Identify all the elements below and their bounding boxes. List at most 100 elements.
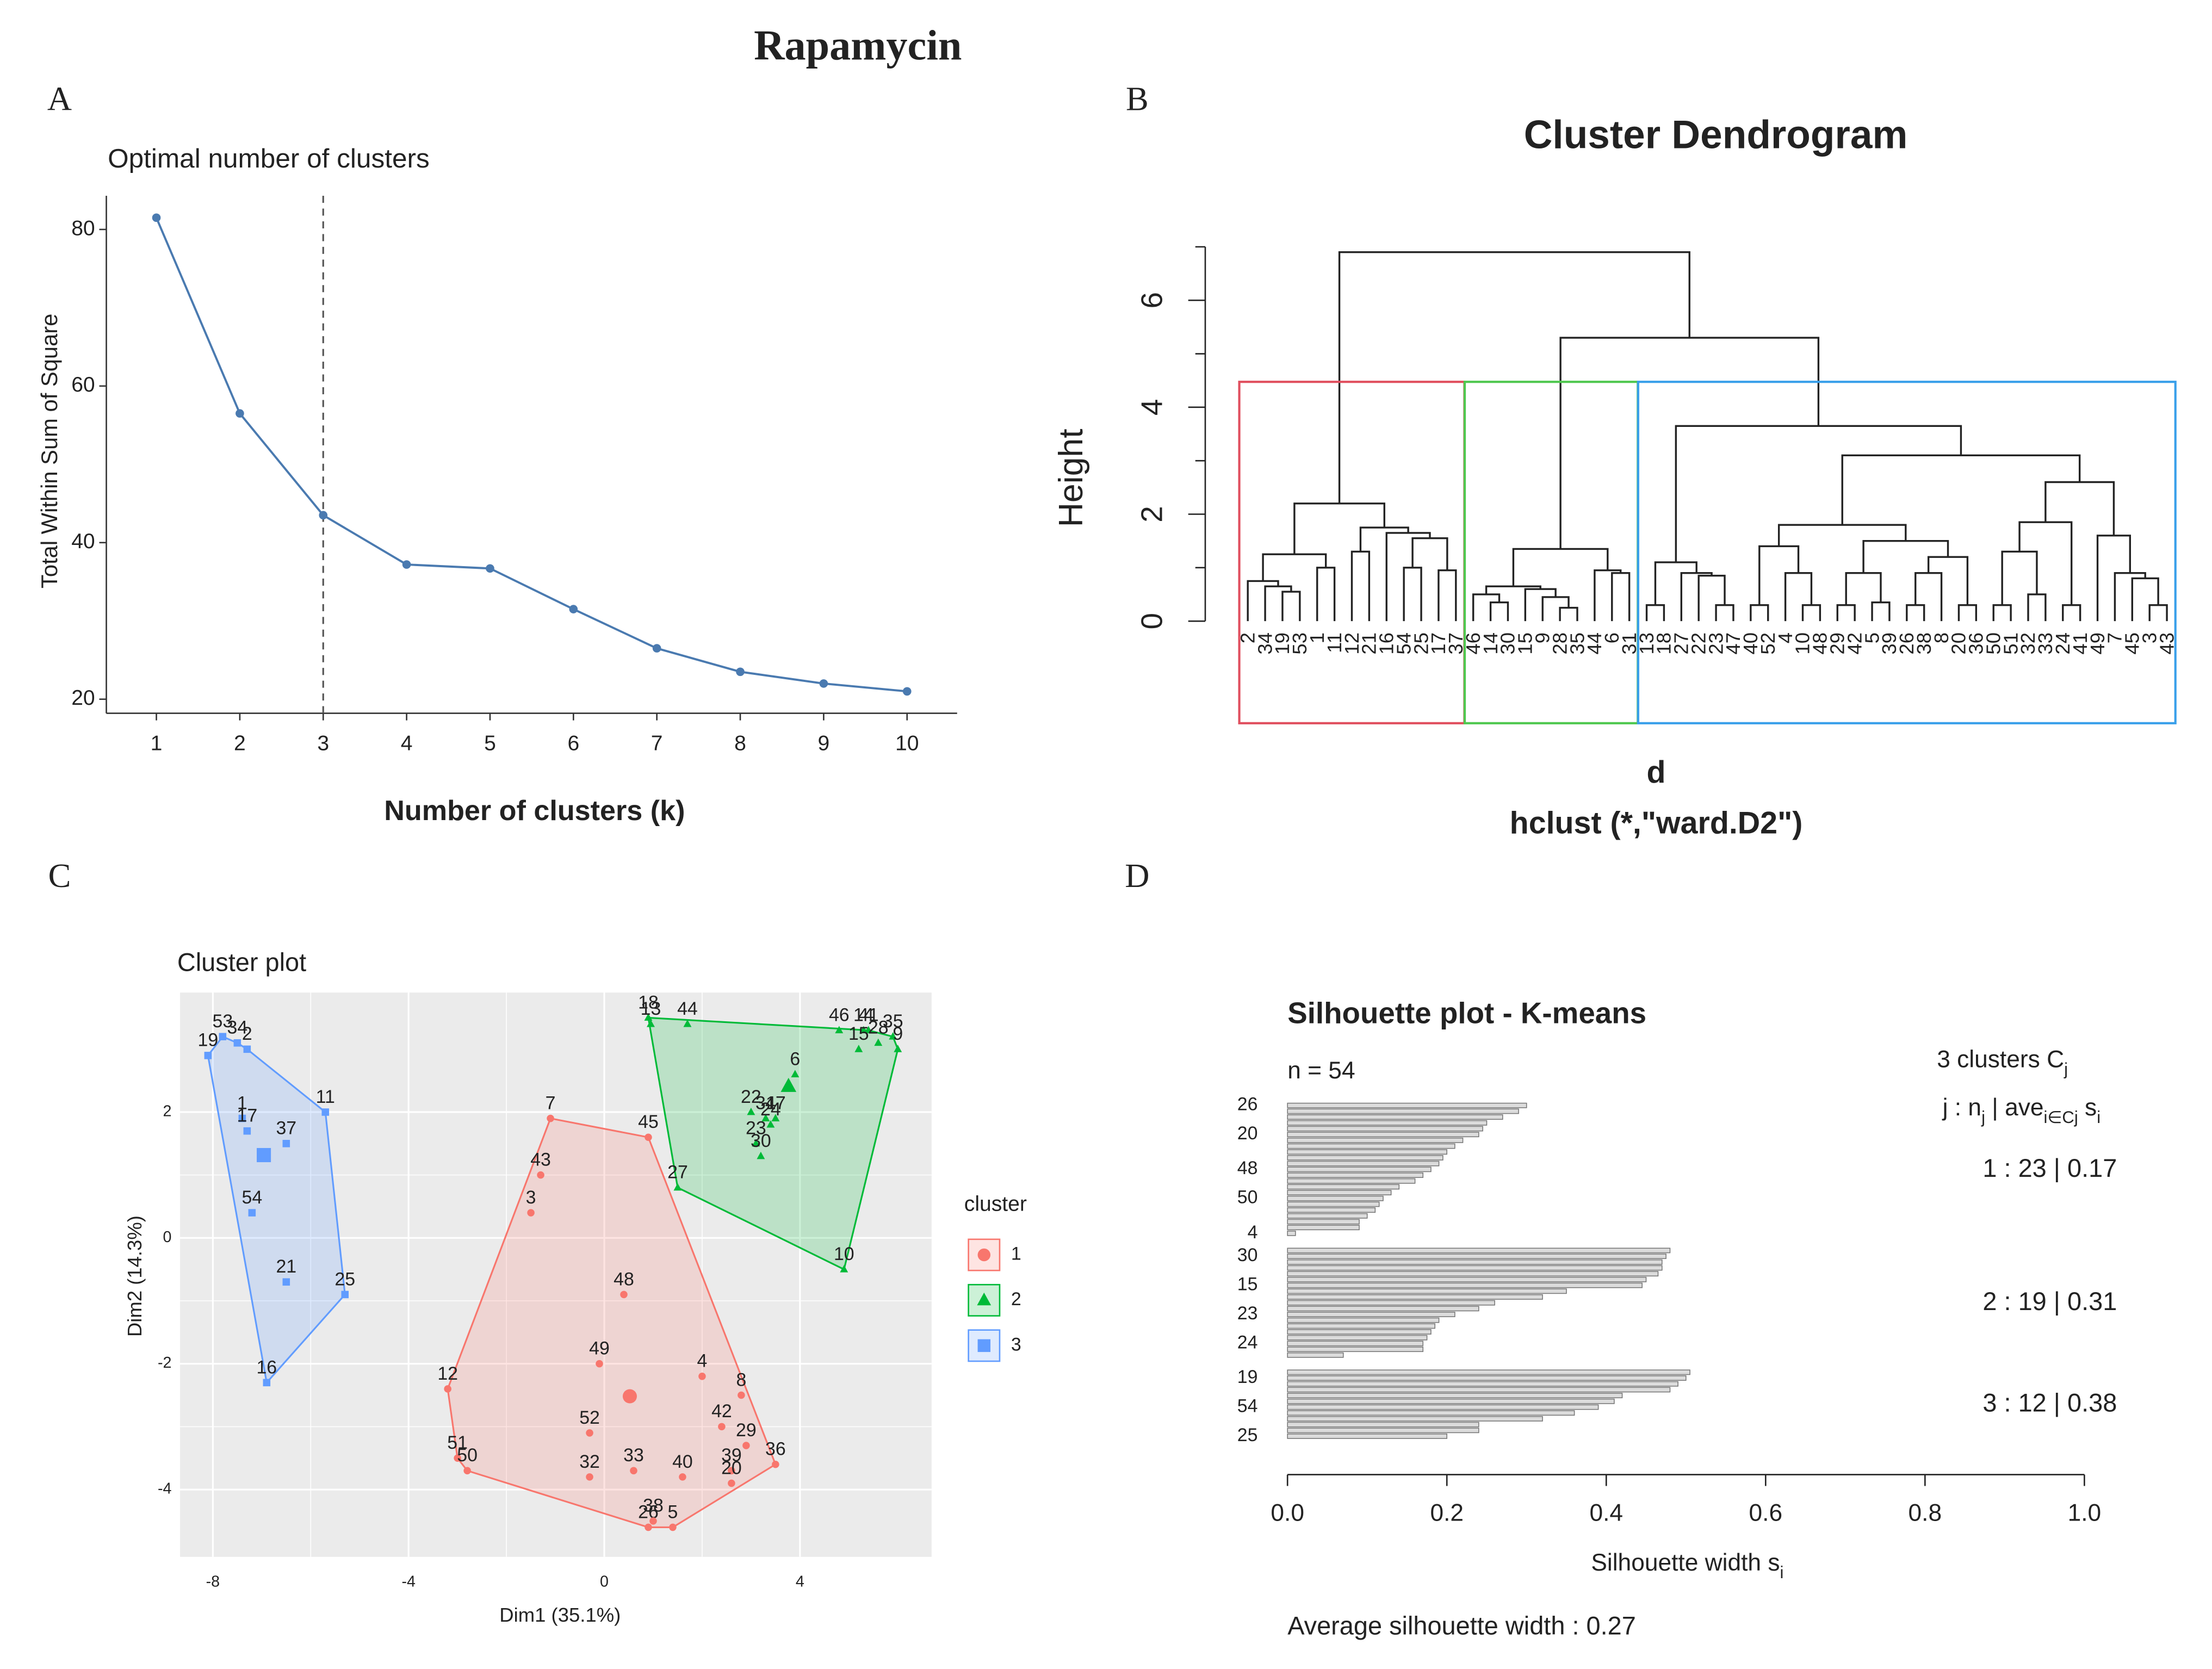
point-label: 44	[677, 998, 698, 1019]
point	[537, 1171, 544, 1179]
leaf-label: 12	[1341, 632, 1363, 655]
clusters-header-part: i	[2097, 1108, 2101, 1127]
x-tick-label: 10	[895, 731, 919, 755]
point	[569, 605, 578, 613]
merge	[2044, 481, 2115, 536]
merge	[1836, 604, 1856, 622]
bar	[1287, 1137, 1464, 1143]
point-label: 39	[721, 1445, 742, 1466]
leaf-label: 8	[1930, 632, 1953, 643]
point-label: 18	[638, 992, 659, 1013]
leaf-label: 21	[1358, 632, 1380, 655]
leaf-label: 44	[1583, 632, 1606, 655]
bar-label: 19	[1237, 1367, 1258, 1387]
y-tick-label: 0	[1135, 613, 1169, 629]
merge	[1914, 572, 1943, 622]
merge	[1680, 572, 1713, 622]
merge	[1489, 601, 1509, 622]
x-tick-label: 3	[317, 731, 329, 755]
leaf-label: 42	[1843, 632, 1866, 655]
merge	[1403, 567, 1422, 622]
y-tick-label: 4	[1135, 399, 1169, 415]
point-label: 34	[227, 1017, 248, 1038]
point	[679, 1473, 686, 1481]
clusters-header: 3 clusters Cj	[1937, 1046, 2068, 1078]
point	[902, 687, 912, 696]
leaf-label: 45	[2121, 632, 2143, 655]
merge	[1559, 606, 1578, 622]
point	[889, 1032, 897, 1040]
bar	[1287, 1341, 1424, 1347]
bar	[1287, 1207, 1376, 1213]
y-axis-title: Height	[1052, 429, 1090, 527]
merge	[1801, 604, 1821, 622]
point	[596, 1360, 603, 1368]
merge	[1485, 585, 1541, 594]
point-label: 52	[579, 1407, 600, 1428]
x-axis-title: d	[1647, 755, 1666, 790]
bar	[1287, 1265, 1663, 1271]
bar	[1287, 1126, 1483, 1132]
x-axis-title: Dim1 (35.1%)	[499, 1604, 621, 1626]
cluster-summary: 1 : 23 | 0.17	[1982, 1154, 2117, 1182]
chart-title: Silhouette plot - K-means	[1287, 996, 1646, 1029]
point-label: 1	[237, 1093, 247, 1113]
figure-title: Rapamycin	[754, 21, 962, 69]
point-label: 45	[638, 1112, 659, 1132]
point-label: 41	[858, 1004, 879, 1025]
point	[757, 1151, 765, 1159]
merge	[1777, 524, 1907, 547]
point-label: 12	[437, 1363, 458, 1384]
merge	[1541, 596, 1570, 622]
point-label: 49	[589, 1338, 610, 1359]
x-tick-label: 0.0	[1271, 1499, 1304, 1526]
point-label: 38	[643, 1496, 664, 1516]
panel-label: A	[47, 79, 72, 117]
bar	[1287, 1276, 1647, 1282]
point	[586, 1473, 593, 1481]
leaf-label: 41	[2069, 632, 2091, 655]
panel-label: D	[1125, 857, 1149, 895]
bar	[1287, 1155, 1443, 1161]
point-label: 30	[751, 1131, 771, 1151]
point	[728, 1479, 735, 1487]
x-axis-title: Number of clusters (k)	[384, 795, 685, 827]
leaf-label: 33	[2034, 632, 2056, 655]
x-tick-label: 2	[234, 731, 246, 755]
point-label: 4	[697, 1351, 708, 1372]
leaf-label: 53	[1288, 632, 1311, 655]
merge	[1845, 572, 1882, 605]
bar-label: 54	[1237, 1395, 1258, 1416]
bar	[1287, 1404, 1599, 1410]
bar	[1287, 1416, 1543, 1422]
leaf-label: 4	[1774, 632, 1796, 643]
merge	[1645, 604, 1665, 622]
leaf-label: 3	[2138, 632, 2160, 643]
n-label: n = 54	[1287, 1057, 1355, 1084]
legend-key	[968, 1329, 1001, 1362]
legend-label: 3	[1011, 1334, 1021, 1355]
point-label: 13	[641, 998, 661, 1019]
merge	[1654, 561, 1697, 605]
cluster-box	[1463, 381, 1639, 724]
leaf-label: 7	[2104, 632, 2126, 643]
merge	[1281, 591, 1301, 622]
clusters-header-part: s	[2078, 1094, 2097, 1121]
point	[233, 1039, 241, 1047]
leaf-label: 2	[1236, 632, 1259, 643]
leaf-label: 35	[1566, 632, 1588, 655]
point-label: 42	[711, 1401, 732, 1422]
leaf-label: 49	[2086, 632, 2109, 655]
leaf-label: 9	[1531, 632, 1553, 643]
point-label: 46	[829, 1004, 850, 1025]
point-label: 8	[736, 1369, 746, 1390]
clusters-header: j : nj | avei∈Cj si	[1942, 1094, 2101, 1127]
bar-label: 50	[1237, 1187, 1258, 1208]
point	[321, 1108, 330, 1116]
merge	[1841, 454, 2081, 525]
bar	[1287, 1317, 1440, 1323]
y-axis-title: Dim2 (14.3%)	[123, 1215, 146, 1337]
bar	[1287, 1201, 1380, 1207]
y-tick-label: -2	[158, 1354, 171, 1372]
